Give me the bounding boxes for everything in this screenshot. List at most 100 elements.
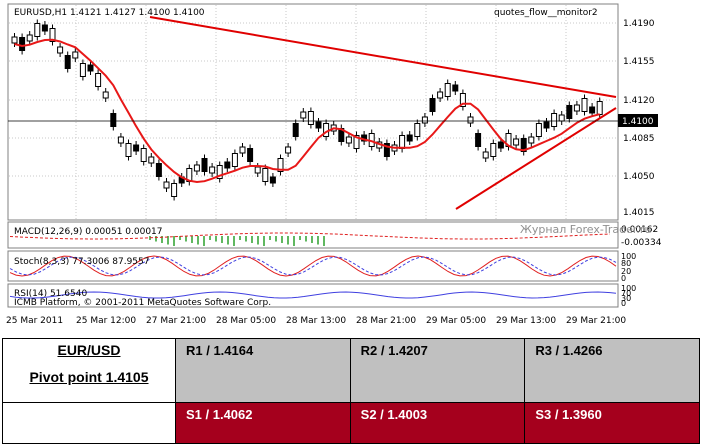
rsi-tick: 0	[621, 299, 626, 308]
candle-bullish	[254, 166, 261, 174]
main-grid	[9, 5, 617, 219]
time-label: 28 Mar 21:00	[356, 316, 416, 326]
macd-label: MACD(12,26,9) 0.00051 0.00017	[14, 227, 163, 237]
resistance-cell-r1: R1 / 1.4164	[175, 338, 351, 403]
pivot-pair-title: EUR/USD	[57, 342, 121, 358]
time-label: 29 Mar 05:00	[426, 316, 486, 326]
stoch-main-line	[9, 255, 617, 277]
pivot-levels-table: EUR/USD Pivot point 1.4105 R1 / 1.4164 R…	[2, 338, 700, 445]
stoch-signal-line	[9, 256, 617, 276]
candle-bearish	[292, 123, 299, 137]
candle-bullish	[49, 28, 56, 42]
stoch-tick: 100	[621, 252, 636, 261]
candle-bullish	[57, 46, 64, 54]
candle-bullish	[34, 23, 41, 37]
candle-bullish	[231, 153, 238, 167]
rsi-pane-border	[7, 283, 619, 308]
current-price-label: 1.4100	[622, 117, 654, 127]
candle-bullish	[11, 36, 18, 44]
support-cell-s2: S2 / 1.4003	[349, 401, 526, 445]
macd-tick: -0.00334	[621, 238, 662, 248]
candle-bearish	[269, 176, 276, 184]
rsi-tick: 100	[621, 284, 636, 293]
candle-bearish	[452, 84, 459, 92]
watermark: Журнал Forex-Trader.ru	[520, 223, 651, 236]
candle-bearish	[224, 161, 231, 169]
candle-bullish	[171, 183, 178, 197]
candle-bullish	[140, 148, 147, 162]
candle-bullish	[239, 146, 246, 154]
candle-bullish	[459, 93, 466, 107]
resistance-label: R1 / 1.4164	[186, 343, 254, 358]
candle-bearish	[429, 98, 436, 112]
candle-bullish	[421, 116, 428, 124]
rsi-line	[9, 291, 617, 299]
candle-bullish	[490, 143, 497, 157]
rsi-tick: 30	[621, 294, 631, 303]
candle-bullish	[581, 98, 588, 112]
price-tick: 1.4015	[623, 208, 655, 218]
support-trendline[interactable]	[455, 107, 617, 210]
support-cell-s1: S1 / 1.4062	[175, 401, 351, 445]
price-tick: 1.4190	[623, 19, 655, 29]
candle-bullish	[307, 111, 314, 125]
candle-bullish	[535, 123, 542, 137]
time-label: 28 Mar 05:00	[216, 316, 276, 326]
macd-tick: 0.00162	[621, 225, 658, 235]
price-tick: 1.4050	[623, 172, 655, 182]
time-label: 29 Mar 13:00	[496, 316, 556, 326]
time-axis: 25 Mar 2011 25 Mar 12:00 27 Mar 21:00 28…	[6, 316, 626, 326]
candle-bearish	[247, 148, 254, 162]
candle-bullish	[102, 91, 109, 99]
support-label: S1 / 1.4062	[186, 406, 253, 422]
candle-bullish	[117, 136, 124, 144]
stoch-tick: 0	[621, 274, 626, 283]
candle-bullish	[95, 73, 102, 87]
candle-bearish	[406, 134, 413, 142]
chart-background	[0, 0, 702, 336]
candle-bullish	[558, 114, 565, 122]
candle-bullish	[482, 151, 489, 159]
time-label: 25 Mar 12:00	[76, 316, 136, 326]
candle-bullish	[596, 101, 603, 115]
support-label: S2 / 1.4003	[360, 406, 428, 422]
chart-canvas[interactable]: 1.4190 1.4155 1.4120 1.4085 1.4050 1.401…	[0, 0, 702, 336]
resistance-trendline[interactable]	[149, 16, 617, 98]
price-tick: 1.4155	[623, 57, 655, 67]
stoch-pane-border	[7, 250, 619, 282]
blank-cell	[2, 401, 176, 445]
candle-bearish	[589, 106, 596, 114]
candle-bearish	[383, 143, 390, 157]
symbol-header: EURUSD,H1 1.4121 1.4127 1.4100 1.4100	[14, 8, 205, 18]
support-row: S1 / 1.4062 S2 / 1.4003 S3 / 1.3960	[2, 401, 700, 445]
candle-bearish	[64, 55, 71, 69]
resistance-cell-r3: R3 / 1.4266	[524, 338, 700, 403]
candle-bearish	[520, 138, 527, 152]
candle-bearish	[543, 121, 550, 129]
candle-bullish	[79, 63, 86, 77]
candle-bullish	[148, 156, 155, 164]
candle-bullish	[300, 111, 307, 119]
copyright-text: ICMB Platform, © 2001-2011 MetaQuotes So…	[14, 298, 271, 308]
candle-bearish	[110, 113, 117, 127]
indicator-name: quotes_flow__monitor2	[494, 8, 598, 18]
macd-signal-line	[9, 232, 611, 240]
macd-pane-border	[7, 221, 619, 249]
price-scale: 1.4190 1.4155 1.4120 1.4085 1.4050 1.401…	[623, 19, 655, 218]
candle-bullish	[513, 138, 520, 146]
resistance-label: R3 / 1.4266	[535, 343, 603, 358]
main-pane-border	[7, 3, 619, 221]
candle-bullish	[209, 166, 216, 174]
candle-bullish	[163, 181, 170, 189]
candle-bullish	[285, 146, 292, 154]
price-chart[interactable]: 1.4190 1.4155 1.4120 1.4085 1.4050 1.401…	[0, 0, 702, 336]
candle-bearish	[566, 105, 573, 119]
candle-bullish	[467, 116, 474, 124]
stoch-label: Stoch(8,3,3) 77.3006 87.9557	[14, 257, 149, 267]
candle-bullish	[193, 164, 200, 172]
candle-bullish	[72, 51, 79, 59]
candle-bullish	[414, 123, 421, 137]
time-label: 29 Mar 21:00	[566, 316, 626, 326]
candle-bullish	[444, 83, 451, 97]
time-label: 25 Mar 2011	[6, 316, 63, 326]
